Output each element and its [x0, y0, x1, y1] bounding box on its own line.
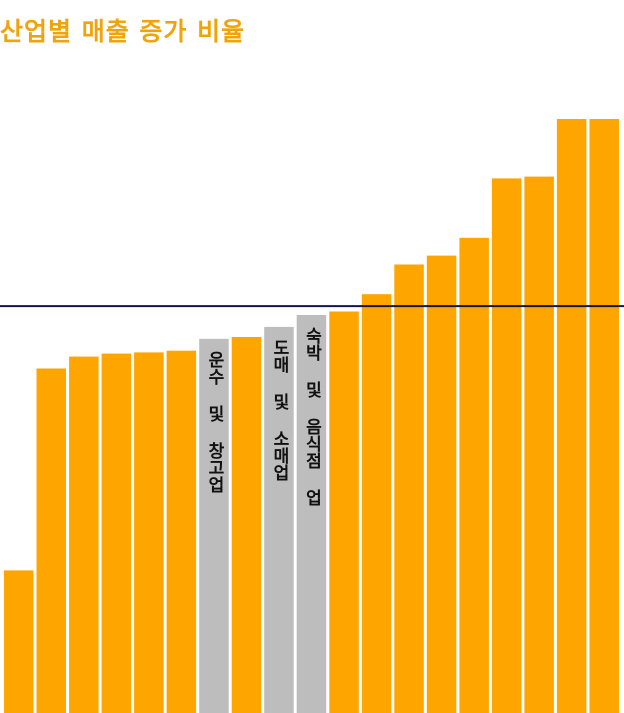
bar-highlighted [264, 326, 294, 713]
bar [134, 352, 164, 713]
bar [491, 178, 522, 713]
bar [394, 264, 424, 713]
bar-highlighted [199, 338, 229, 713]
bar-label: 도매 및 소매업 [269, 339, 289, 481]
bar [589, 119, 619, 713]
bar [524, 176, 554, 713]
bar [69, 356, 99, 713]
bar [426, 255, 457, 713]
bar [4, 570, 34, 713]
chart-title: 산업별 매출 증가 비율 [0, 17, 246, 46]
bar [231, 337, 262, 713]
bar-label: 숙박 및 음식점 업 [302, 327, 322, 506]
bar [166, 350, 197, 713]
bar [329, 311, 359, 713]
bar-label: 운수 및 창고업 [204, 351, 224, 493]
bar [361, 294, 392, 713]
bar-highlighted [296, 315, 327, 713]
bar [101, 353, 132, 713]
bar [36, 368, 66, 713]
bar [459, 237, 489, 713]
bar [556, 119, 587, 713]
